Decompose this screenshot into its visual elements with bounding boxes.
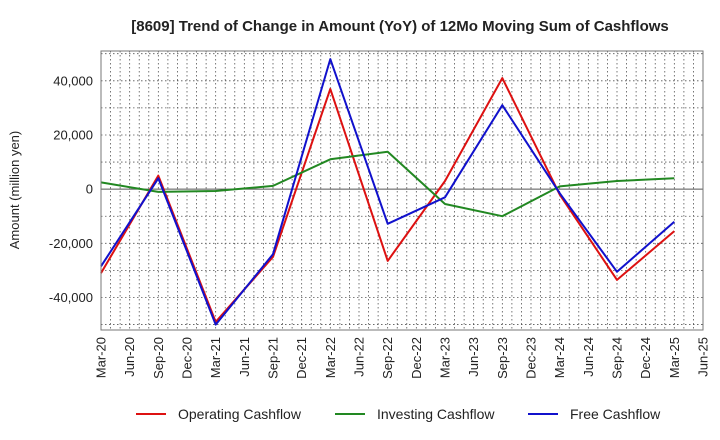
series-layer	[100, 58, 675, 326]
chart-title: [8609] Trend of Change in Amount (YoY) o…	[131, 18, 669, 35]
y-tick-label: 40,000	[53, 73, 93, 88]
x-tick-label: Dec-22	[409, 337, 424, 379]
x-tick-label: Jun-23	[466, 337, 481, 377]
x-tick-label: Jun-21	[237, 337, 252, 377]
x-tick-label: Dec-21	[294, 337, 309, 379]
x-tick-label: Sep-24	[610, 337, 625, 379]
x-tick-label: Mar-25	[667, 337, 682, 378]
x-tick-label: Dec-23	[524, 337, 539, 379]
x-tick-label: Sep-21	[266, 337, 281, 379]
x-tick-label: Sep-23	[495, 337, 510, 379]
y-tick-label: 20,000	[53, 127, 93, 142]
investing-cashflow-legend-label: Investing Cashflow	[377, 406, 495, 422]
y-tick-label: 0	[86, 182, 93, 197]
x-tick-label: Jun-25	[696, 337, 711, 377]
x-tick-label: Jun-24	[581, 337, 596, 377]
x-tick-label: Jun-20	[122, 337, 137, 377]
x-tick-label: Sep-22	[380, 337, 395, 379]
investing-cashflow-line	[100, 150, 675, 218]
y-tick-label: -20,000	[49, 236, 93, 251]
x-tick-label: Mar-21	[208, 337, 223, 378]
legend: Operating Cashflow Investing Cashflow Free…	[136, 406, 661, 422]
operating-cashflow-legend-label: Operating Cashflow	[178, 406, 302, 422]
x-tick-label: Mar-22	[323, 337, 338, 378]
x-tick-label: Mar-20	[94, 337, 109, 378]
plot-area-frame	[100, 50, 704, 331]
x-tick-label: Dec-24	[638, 337, 653, 379]
x-tick-label: Mar-24	[552, 337, 567, 378]
x-tick-label: Mar-23	[438, 337, 453, 378]
free-cashflow-line	[100, 58, 675, 326]
y-tick-label: -40,000	[49, 290, 93, 305]
free-cashflow-legend-label: Free Cashflow	[570, 406, 661, 422]
x-tick-label: Jun-22	[352, 337, 367, 377]
x-tick-labels: Mar-20 Jun-20 Sep-20 Dec-20 Mar-21 Jun-21 Sep-…	[94, 337, 711, 379]
y-axis-label: Amount (million yen)	[7, 131, 22, 250]
y-tick-labels: -40,000 -20,000 0 20,000 40,000	[49, 73, 93, 305]
x-tick-label: Sep-20	[151, 337, 166, 379]
x-tick-label: Dec-20	[180, 337, 195, 379]
